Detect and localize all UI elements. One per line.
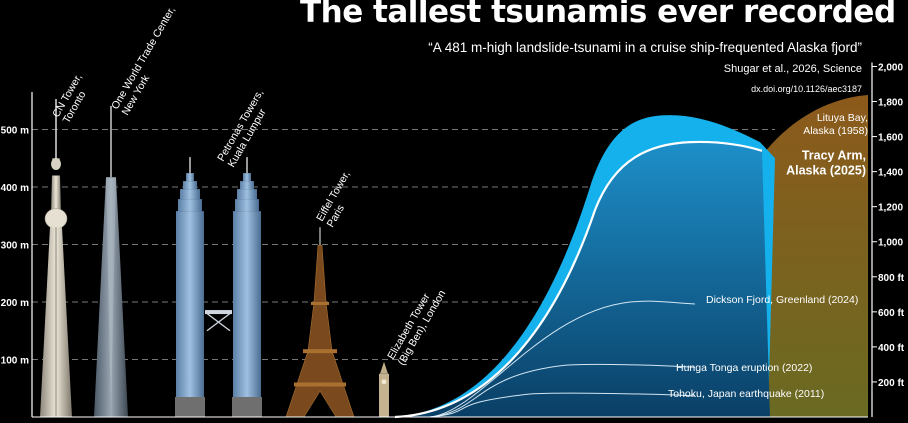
petronas-base xyxy=(232,397,262,417)
y-tick-label-ft: 600 ft xyxy=(878,308,905,319)
eiffel-platform xyxy=(303,349,337,354)
tsunami-label: Tohoku, Japan earthquake (2011) xyxy=(668,388,824,400)
y-tick-label-m: 500 m xyxy=(1,126,29,137)
tsunami-label: Dickson Fjord, Greenland (2024) xyxy=(706,294,858,306)
tsunami-label: Tracy Arm, Alaska (2025) xyxy=(786,148,866,177)
wave-tracy-arm xyxy=(395,141,770,418)
building-eiffel-tower xyxy=(285,227,355,418)
petronas-tier xyxy=(178,199,202,212)
one-wtc-facet xyxy=(106,177,116,417)
wave-tohoku xyxy=(429,392,696,418)
doi-link: dx.doi.org/10.1126/aec3187 xyxy=(751,84,862,94)
tsunami-label-line: Alaska (2025) xyxy=(786,163,866,177)
petronas-tier xyxy=(237,189,257,200)
building-label: Petronas Towers,Kuala Lumpur xyxy=(215,87,276,169)
tsunami-label-line: Dickson Fjord, Greenland (2024) xyxy=(706,294,858,306)
y-tick-label-ft: 1,600 xyxy=(878,133,903,144)
petronas-tier xyxy=(240,181,254,190)
petronas-tier xyxy=(180,189,200,200)
wave-dickson-fjord xyxy=(429,300,696,418)
y-tick-label-ft: 800 ft xyxy=(878,273,905,284)
petronas-base xyxy=(175,397,205,417)
tsunami-label-line: Lituya Bay, xyxy=(817,112,868,124)
y-tick-label-m: 200 m xyxy=(1,298,29,309)
building-label: Eiffel Tower,Paris xyxy=(314,169,363,230)
chart-subtitle: “A 481 m-high landslide-tsunami in a cru… xyxy=(428,40,862,55)
petronas-tier xyxy=(183,181,197,190)
wave-hunga-tonga xyxy=(429,363,696,418)
tsunami-label-line: Alaska (1958) xyxy=(803,125,868,137)
y-tick-label-ft: 400 ft xyxy=(878,343,905,354)
tsunami-label: Hunga Tonga eruption (2022) xyxy=(676,362,812,374)
big-ben-tower xyxy=(379,373,389,417)
y-tick-label-ft: 1,400 xyxy=(878,168,903,179)
y-tick-label-m: 300 m xyxy=(1,241,29,252)
tsunami-label-line: Tracy Arm, xyxy=(802,148,866,162)
eiffel-platform xyxy=(311,302,329,305)
petronas-tier xyxy=(235,199,259,212)
grid-lines xyxy=(32,129,775,360)
y-tick-label-ft: 2,000 xyxy=(878,62,903,73)
petronas-tier xyxy=(176,211,204,397)
y-tick-label-ft: 1,200 xyxy=(878,203,903,214)
axes: 100 m 200 m 300 m 400 m 500 m 200 ft 400 ft 600… xyxy=(1,62,905,418)
petronas-tier xyxy=(233,211,261,397)
tsunami-label-line: Hunga Tonga eruption (2022) xyxy=(676,362,812,374)
building-petronas-tower xyxy=(175,157,205,417)
eiffel-frame xyxy=(285,244,355,418)
petronas-skybridge-brace xyxy=(206,312,231,332)
y-tick-label-m: 400 m xyxy=(1,183,29,194)
wave-tracy-arm-outline xyxy=(394,140,763,419)
building-petronas-tower xyxy=(232,157,262,417)
cn-tower-skypod xyxy=(51,158,61,170)
building-one-wtc xyxy=(94,105,128,417)
building-big-ben xyxy=(379,361,389,417)
big-ben-spire xyxy=(380,361,388,374)
citation: Shugar et al., 2026, Science xyxy=(723,63,862,75)
building-cn-tower xyxy=(40,99,72,417)
tsunami-label: Lituya Bay, Alaska (1958) xyxy=(803,112,868,137)
building-label-line: One World Trade Center, xyxy=(109,5,178,112)
building-label: Elizabeth Tower(Big Ben), London xyxy=(385,282,448,367)
petronas-skybridge xyxy=(205,310,232,315)
y-tick-label-m: 100 m xyxy=(1,356,29,367)
y-tick-label-ft: 1,000 xyxy=(878,238,903,249)
y-tick-label-ft: 1,800 xyxy=(878,98,903,109)
tsunami-label-line: Tohoku, Japan earthquake (2011) xyxy=(668,388,824,400)
y-tick-label-ft: 200 ft xyxy=(878,378,905,389)
tsunami-waves xyxy=(394,115,775,419)
cn-tower-main-pod xyxy=(44,208,68,229)
one-wtc-body xyxy=(94,177,128,417)
building-label: One World Trade Center,New York xyxy=(109,5,188,118)
petronas-tier xyxy=(243,173,251,182)
buildings xyxy=(40,99,389,418)
big-ben-clock-face xyxy=(381,379,387,385)
chart-title: The tallest tsunamis ever recorded xyxy=(300,0,896,30)
cn-tower-mid-shaft xyxy=(51,175,61,215)
petronas-tier xyxy=(186,173,194,182)
eiffel-platform xyxy=(294,382,346,387)
building-label: CN Tower,Toronto xyxy=(50,72,95,126)
